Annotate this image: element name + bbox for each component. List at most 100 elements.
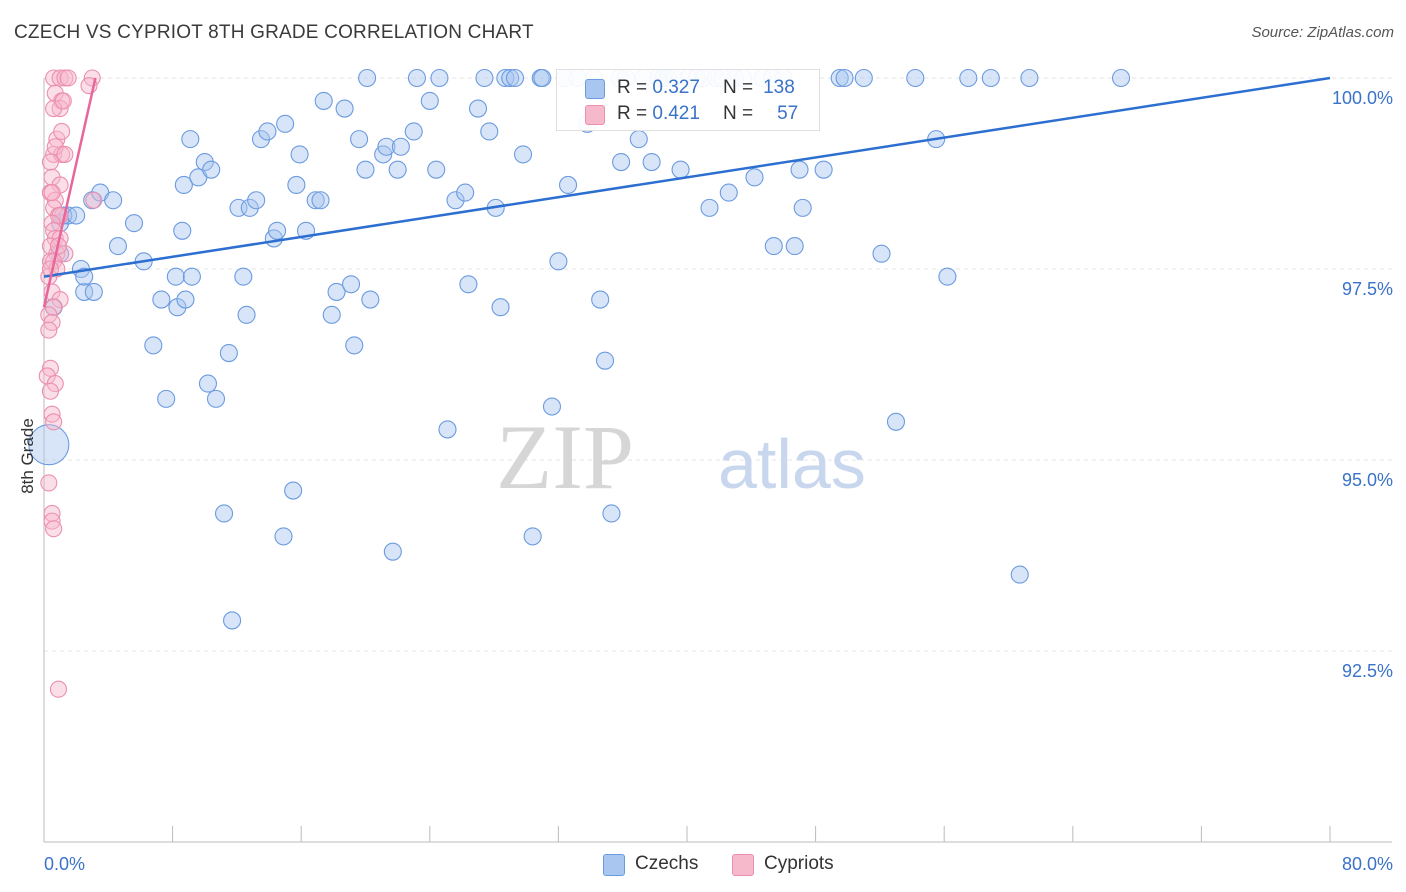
czech-point (427, 160, 446, 179)
cypriot-point (40, 474, 58, 492)
cypriot-point (41, 153, 59, 171)
cypriot-point (45, 413, 63, 431)
czech-point (237, 305, 256, 324)
czech-point (642, 152, 661, 172)
czech-point (284, 481, 303, 500)
czech-point (629, 130, 648, 149)
cypriot-point (49, 680, 68, 698)
trend-lines (42, 76, 1331, 308)
czech-point (420, 91, 439, 110)
czech-point (719, 183, 738, 202)
czech-point (391, 137, 410, 156)
x-tick-label-min: 0.0% (44, 854, 85, 874)
gridlines (44, 77, 1392, 652)
cypriot-point (45, 520, 63, 538)
czech-point (505, 68, 525, 88)
czech-point (906, 68, 925, 88)
czech-point (496, 68, 515, 88)
y-tick-label: 92.5% (1342, 661, 1393, 681)
correlation-legend: R = 0.327 N = 138 R = 0.421 N = 57 (556, 69, 820, 131)
czech-point (258, 122, 277, 141)
legend-n-czechs: N = 138 (723, 77, 795, 98)
czech-point (176, 290, 195, 309)
watermark-zip: ZIP (496, 406, 634, 508)
czech-point (350, 130, 369, 149)
czech-point (377, 137, 396, 156)
legend-n-cypriots: N = 57 (723, 103, 799, 124)
cypriot-point (56, 145, 74, 163)
czech-point (785, 237, 804, 256)
czech-point (612, 152, 631, 172)
cypriot-points (38, 69, 103, 698)
czech-point (311, 191, 330, 210)
czech-point (108, 237, 127, 256)
czech-point (84, 282, 103, 301)
czech-point (602, 504, 621, 523)
czech-point (523, 527, 542, 546)
czech-point (1111, 68, 1131, 88)
czech-point (513, 145, 533, 164)
czech-point (383, 542, 402, 561)
cypriot-point (41, 382, 59, 400)
czech-point (872, 244, 891, 263)
czech-point (533, 68, 552, 88)
czech-point (198, 374, 218, 393)
czech-point (790, 160, 809, 179)
czech-point (166, 267, 185, 286)
czech-point (247, 191, 266, 210)
cypriot-point (43, 184, 61, 202)
czech-point (75, 282, 94, 301)
cypriot-point (53, 122, 71, 141)
czech-point (886, 412, 906, 431)
czech-points (28, 68, 1131, 630)
czech-point (152, 290, 171, 309)
czech-point (1020, 68, 1039, 88)
czech-point (157, 389, 176, 408)
cypriot-point (54, 92, 72, 110)
czech-point (981, 68, 1000, 88)
czech-point (202, 160, 221, 179)
legend-r-czechs: R = 0.327 (617, 77, 700, 98)
cypriot-point (85, 191, 103, 209)
czech-point (959, 68, 978, 88)
czech-point (251, 130, 271, 149)
czech-point (314, 91, 333, 110)
legend-swatch-cypriots (585, 105, 605, 125)
tick-labels: 92.5% 95.0% 97.5% 100.0% 0.0% 80.0% (44, 88, 1393, 874)
czech-point (195, 152, 214, 172)
axes (43, 78, 1392, 843)
czech-point (438, 420, 457, 439)
czech-point (459, 275, 478, 294)
czech-point (358, 68, 377, 88)
czech-point (268, 221, 287, 240)
czech-point (764, 237, 783, 256)
x-tick-label-max: 80.0% (1342, 854, 1393, 874)
cypriot-point (40, 321, 58, 339)
czech-point (75, 267, 94, 286)
czech-point (28, 424, 70, 466)
czech-point (341, 275, 361, 294)
legend-swatch-czechs (585, 79, 605, 99)
czech-point (356, 160, 375, 179)
czech-point (793, 198, 812, 217)
czech-point (274, 527, 293, 546)
czech-point (322, 305, 341, 324)
czech-point (591, 290, 610, 309)
czech-point (276, 114, 295, 133)
czech-point (144, 336, 163, 355)
y-axis-label: 8th Grade (18, 418, 37, 494)
cypriots-label: Cypriots (764, 853, 834, 874)
czech-point (814, 160, 833, 179)
czech-point (206, 389, 226, 408)
czech-point (430, 68, 449, 88)
czech-trend-line (43, 76, 1331, 278)
czech-point (938, 267, 957, 286)
czech-point (446, 191, 465, 210)
czech-point (361, 290, 380, 309)
czech-point (214, 504, 234, 523)
czech-point (306, 191, 325, 210)
watermark-atlas: atlas (718, 425, 866, 503)
czech-point (491, 298, 510, 317)
czech-point (234, 267, 253, 286)
